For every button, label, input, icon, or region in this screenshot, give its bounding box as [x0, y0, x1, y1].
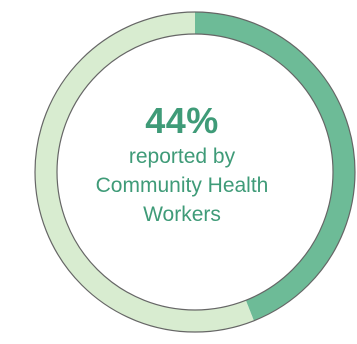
center-label-line-1: reported by [128, 145, 236, 168]
donut-outer-outline [34, 11, 356, 333]
center-label-line-3: Workers [143, 203, 221, 226]
center-label: 44% reported by Community Health Workers [62, 100, 302, 229]
donut-slice-reported [195, 12, 356, 321]
center-value: 44% [145, 100, 219, 141]
donut-inner-outline [56, 33, 334, 311]
center-label-line-2: Community Health [95, 174, 269, 197]
